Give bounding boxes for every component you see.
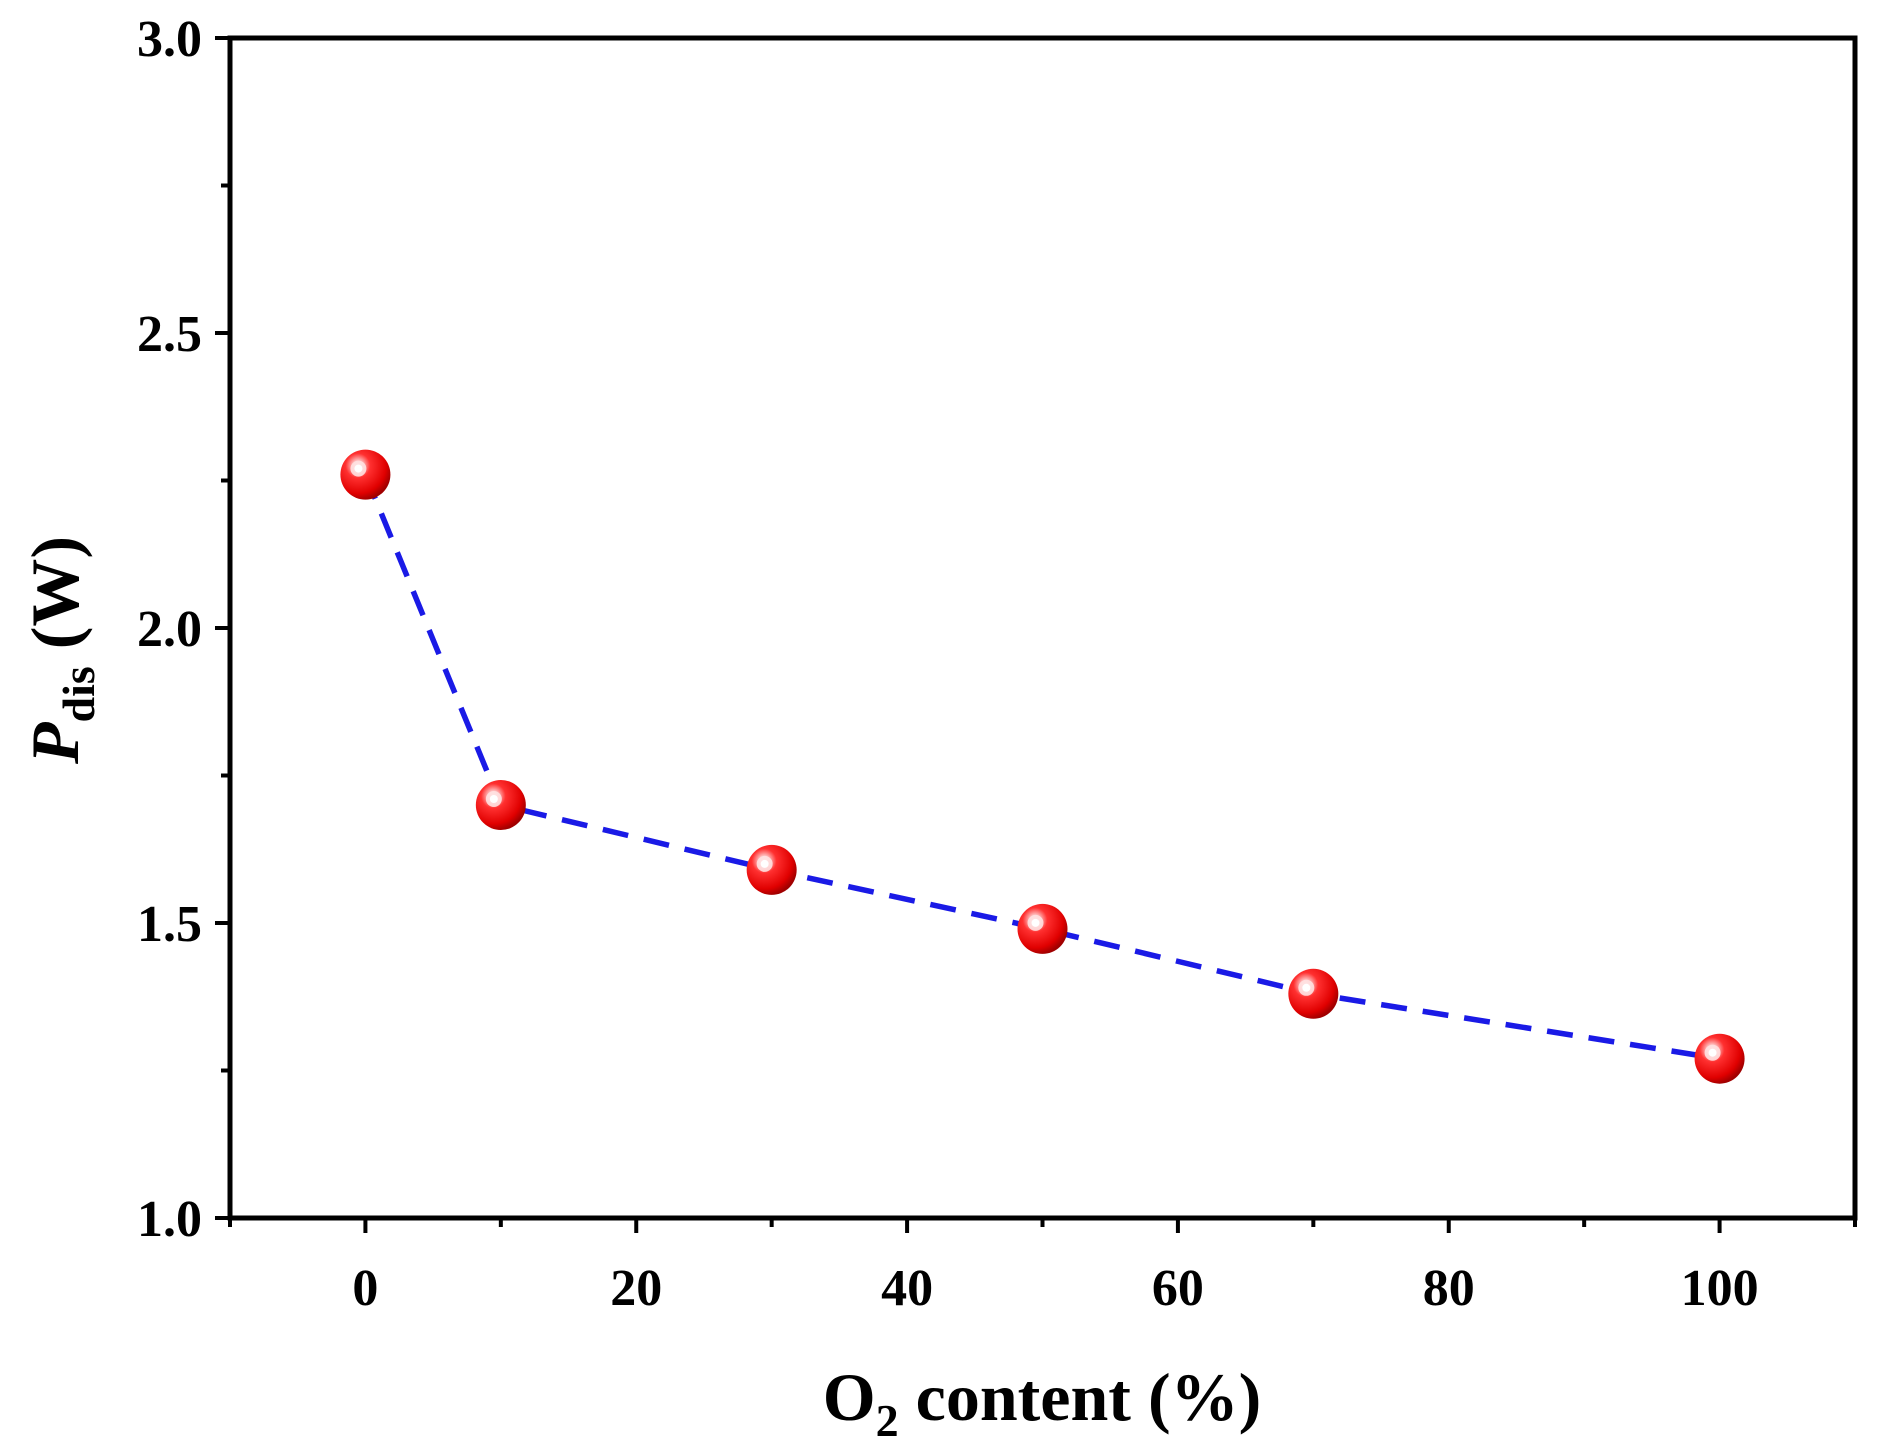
data-point bbox=[1288, 968, 1339, 1019]
series-line bbox=[362, 473, 1721, 1062]
data-point bbox=[340, 449, 391, 500]
data-point-sphere bbox=[475, 780, 526, 830]
x-axis-title-rest: content (%) bbox=[899, 1359, 1262, 1435]
x-axis-title: O2 content (%) bbox=[823, 1359, 1261, 1444]
x-tick-label: 0 bbox=[352, 1260, 378, 1317]
y-axis-title: Pdis (W) bbox=[17, 536, 104, 765]
y-tick-label: 3.0 bbox=[137, 11, 202, 68]
data-point-highlight-core bbox=[760, 859, 769, 868]
y-tick-label: 2.0 bbox=[137, 601, 202, 658]
x-axis-title-subscript: 2 bbox=[876, 1395, 899, 1444]
data-point-sphere bbox=[340, 449, 391, 500]
data-point bbox=[1694, 1033, 1745, 1084]
x-tick-label: 20 bbox=[610, 1260, 662, 1317]
data-point bbox=[746, 844, 797, 895]
y-tick-label: 1.0 bbox=[137, 1191, 202, 1248]
data-point bbox=[1017, 903, 1068, 954]
data-point-layer bbox=[340, 449, 1745, 1084]
data-point-highlight-core bbox=[354, 464, 363, 473]
data-point-highlight-core bbox=[1031, 918, 1040, 927]
tick-labels: 0 20 40 60 80 100 1.0 1.5 2.0 2.5 3.0 bbox=[137, 11, 1759, 1317]
y-axis-title-rest: (W) bbox=[17, 536, 93, 666]
series-line-layer bbox=[362, 473, 1721, 1062]
data-point-highlight-core bbox=[489, 795, 498, 803]
data-point-highlight-core bbox=[1302, 983, 1311, 992]
x-tick-label: 80 bbox=[1423, 1260, 1475, 1317]
data-point-sphere bbox=[1694, 1033, 1745, 1084]
y-axis-title-main: P bbox=[17, 722, 93, 765]
x-tick-label: 40 bbox=[881, 1260, 933, 1317]
y-tick-label: 2.5 bbox=[137, 306, 202, 363]
data-point-sphere bbox=[1017, 903, 1068, 954]
data-point-sphere bbox=[746, 844, 797, 895]
y-tick-label: 1.5 bbox=[137, 896, 202, 953]
data-point-sphere bbox=[1288, 968, 1339, 1019]
x-axis-title-main: O bbox=[823, 1359, 876, 1435]
y-axis-title-subscript: dis bbox=[53, 666, 104, 722]
plot-frame bbox=[227, 35, 1858, 1221]
data-point bbox=[475, 780, 526, 830]
x-tick-label: 60 bbox=[1152, 1260, 1204, 1317]
x-tick-label: 100 bbox=[1681, 1260, 1759, 1317]
data-point-highlight-core bbox=[1708, 1048, 1717, 1057]
axis-ticks bbox=[215, 36, 1857, 1233]
